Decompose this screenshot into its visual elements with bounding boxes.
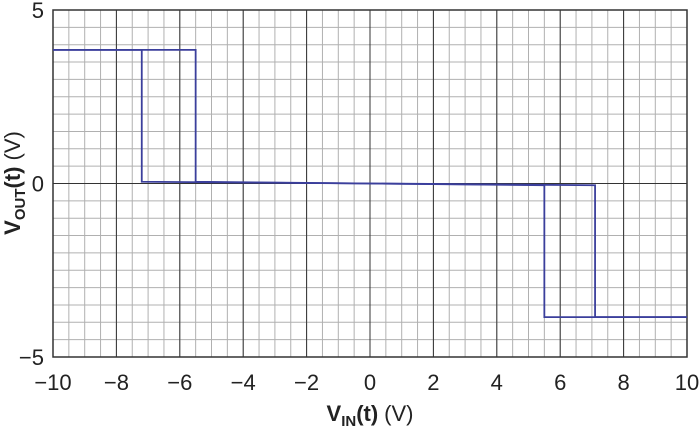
xlabel-unit: (V) xyxy=(384,401,413,426)
x-tick-label: 2 xyxy=(427,370,439,395)
ylabel-unit: (V) xyxy=(0,131,25,160)
ylabel-sub: OUT xyxy=(12,188,29,220)
ylabel: VOUT(t) (V) xyxy=(0,131,29,235)
x-tick-label: −10 xyxy=(34,370,71,395)
xlabel-main: V xyxy=(327,401,342,426)
x-tick-label: −8 xyxy=(104,370,129,395)
data-line xyxy=(53,49,687,318)
x-tick-label: −6 xyxy=(167,370,192,395)
y-tick-label: 5 xyxy=(32,0,44,23)
plot-frame xyxy=(52,9,688,358)
x-tick-label: 4 xyxy=(491,370,503,395)
x-tick-label: 8 xyxy=(617,370,629,395)
xlabel-sub: IN xyxy=(341,413,356,429)
x-tick-label: 6 xyxy=(554,370,566,395)
x-tick-label: −2 xyxy=(294,370,319,395)
xlabel: VIN(t) (V) xyxy=(327,401,414,429)
x-tick-label: 0 xyxy=(364,370,376,395)
y-tick-label: 0 xyxy=(32,172,44,197)
ylabel-arg: (t) xyxy=(0,166,25,188)
xlabel-arg: (t) xyxy=(356,401,378,426)
ylabel-main: V xyxy=(0,220,25,235)
x-tick-label: 10 xyxy=(675,370,699,395)
y-tick-label: −5 xyxy=(19,345,44,370)
x-tick-label: −4 xyxy=(231,370,256,395)
